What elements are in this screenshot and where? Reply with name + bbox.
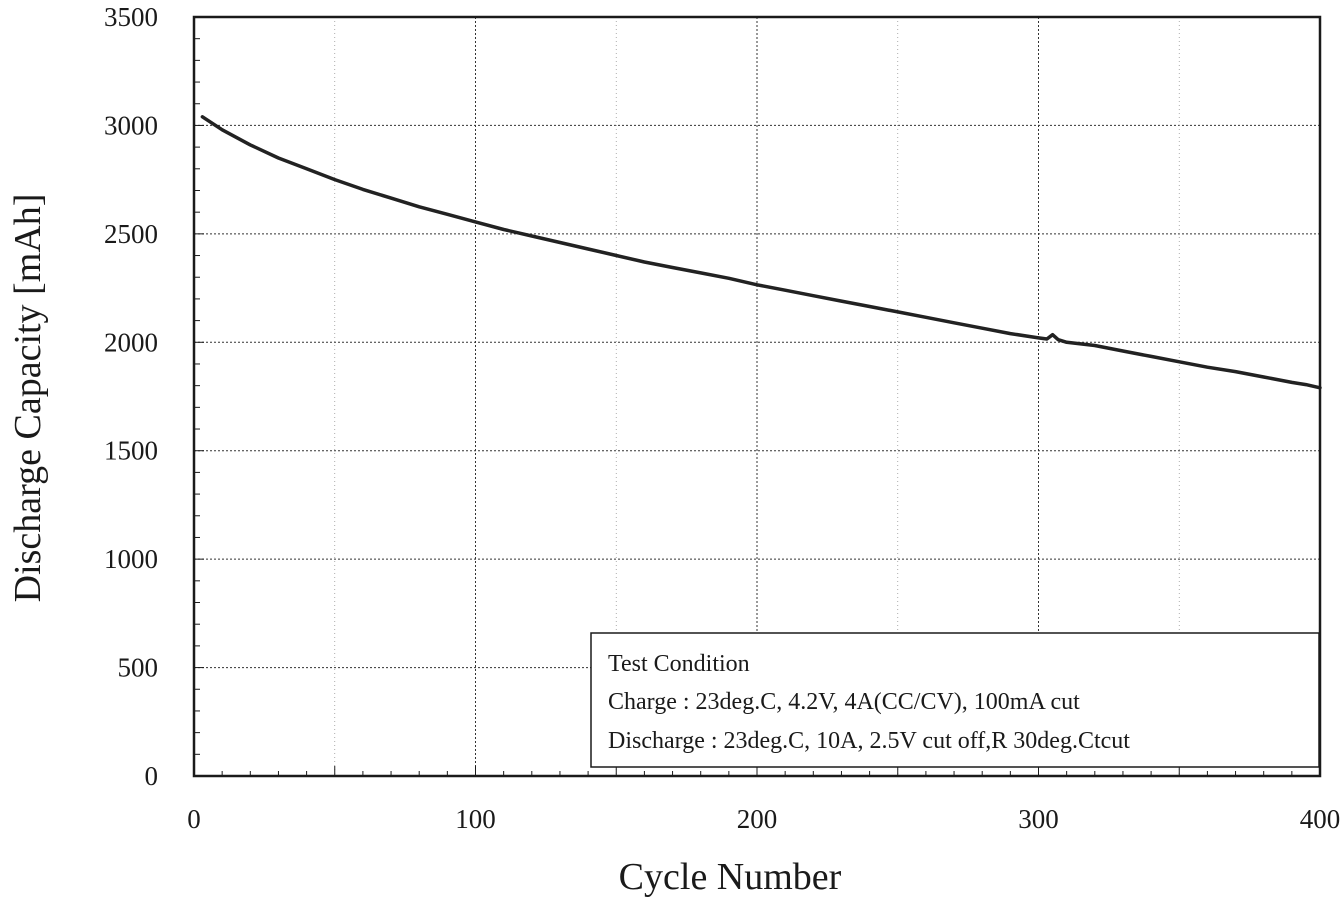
- series-layer: [200, 115, 1322, 390]
- x-tick-label-0: 0: [187, 804, 201, 834]
- legend-charge-condition: Charge : 23deg.C, 4.2V, 4A(CC/CV), 100mA…: [608, 689, 1080, 715]
- x-tick-label-200: 200: [737, 804, 778, 834]
- legend-title: Test Condition: [608, 651, 750, 677]
- y-axis-title: Discharge Capacity [mAh]: [7, 194, 49, 603]
- series-line-0: [200, 115, 1322, 390]
- y-tick-label-0: 0: [145, 761, 159, 791]
- y-tick-label-2500: 2500: [104, 219, 158, 249]
- y-tick-label-3500: 3500: [104, 2, 158, 32]
- y-tick-label-2000: 2000: [104, 327, 158, 357]
- x-axis-title: Cycle Number: [619, 856, 842, 898]
- y-tick-label-3000: 3000: [104, 110, 158, 140]
- x-tick-label-400: 400: [1300, 804, 1341, 834]
- x-tick-label-100: 100: [455, 804, 496, 834]
- legend-discharge-condition: Discharge : 23deg.C, 10A, 2.5V cut off,R…: [608, 728, 1130, 754]
- x-tick-label-300: 300: [1018, 804, 1059, 834]
- x-tick-labels: 0 100 200 300 400: [187, 804, 1340, 834]
- legend: Test Condition Charge : 23deg.C, 4.2V, 4…: [590, 632, 1320, 768]
- y-tick-label-1500: 1500: [104, 436, 158, 466]
- y-tick-label-1000: 1000: [104, 544, 158, 574]
- plot-frame: [192, 15, 1322, 778]
- y-tick-labels: 0 500 1000 1500 2000 2500 3000 3500: [104, 2, 158, 791]
- legend-frame: [590, 632, 1320, 768]
- y-tick-label-500: 500: [118, 653, 159, 683]
